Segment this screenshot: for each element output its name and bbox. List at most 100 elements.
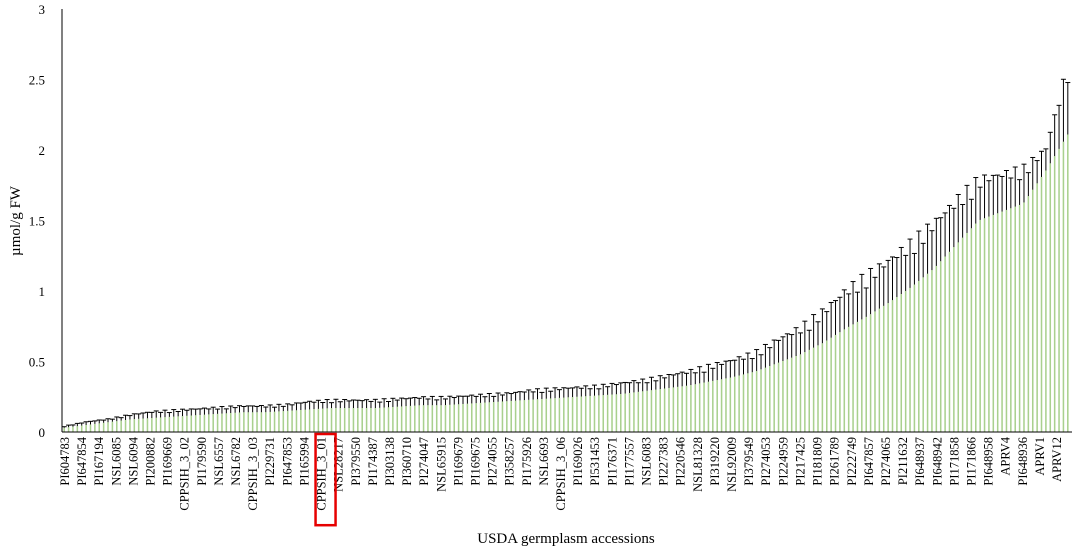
bar: [856, 321, 859, 432]
bar: [405, 406, 407, 432]
x-tick-label: PI648942: [930, 437, 944, 486]
bar: [67, 427, 70, 432]
x-tick-label: APRV4: [999, 436, 1013, 475]
bar: [922, 277, 924, 432]
bar: [996, 213, 999, 432]
x-tick-label: PI165994: [297, 436, 311, 485]
bar: [988, 216, 990, 432]
x-tick-label: PI647854: [75, 436, 89, 485]
bar: [216, 413, 219, 432]
bar: [124, 420, 127, 432]
bar: [194, 415, 197, 432]
bar: [747, 373, 749, 432]
x-tick-label: APRV12: [1050, 437, 1064, 482]
bar: [76, 426, 79, 432]
x-tick-label: PI217425: [793, 437, 807, 486]
bar: [685, 385, 688, 432]
bar: [790, 357, 793, 432]
bar: [142, 418, 144, 432]
y-tick-label: 2: [39, 143, 46, 158]
bar: [300, 409, 302, 432]
bar: [449, 404, 451, 432]
x-tick-label: NSL6557: [212, 437, 226, 486]
bar: [786, 359, 789, 432]
bar: [181, 416, 184, 432]
bar: [72, 426, 74, 432]
bar: [571, 397, 574, 432]
x-tick-label: CPPSIH_3_02: [178, 437, 192, 511]
bar: [733, 376, 736, 432]
bar: [85, 424, 87, 432]
bar: [343, 408, 346, 432]
bar: [602, 395, 605, 432]
bar: [374, 408, 377, 432]
bar: [716, 380, 718, 432]
bar: [1067, 134, 1069, 433]
bar: [339, 408, 342, 432]
bar: [488, 402, 491, 432]
bar: [690, 385, 692, 432]
bar: [755, 370, 758, 432]
bar: [514, 400, 517, 432]
bar: [541, 398, 543, 432]
bar: [462, 403, 464, 432]
bar: [874, 311, 876, 432]
bar: [98, 423, 101, 432]
highlight-box: [314, 432, 337, 527]
bar: [414, 405, 416, 432]
bar: [882, 305, 885, 432]
bar: [1005, 209, 1008, 432]
bar: [365, 408, 368, 432]
bar: [738, 375, 740, 432]
bar: [1031, 189, 1034, 432]
bar: [1036, 183, 1038, 432]
bar: [133, 419, 136, 432]
bar: [703, 382, 705, 432]
bar: [808, 349, 811, 432]
bar: [422, 405, 425, 432]
bar: [655, 389, 657, 432]
x-tick-label: NSL65915: [434, 437, 448, 492]
bar: [282, 411, 285, 432]
bar: [168, 416, 171, 432]
bar: [243, 412, 245, 432]
bar: [821, 343, 824, 432]
bar: [444, 405, 447, 432]
bar: [497, 401, 499, 432]
x-tick-label: PI379549: [742, 437, 756, 486]
bar: [361, 408, 363, 432]
bar: [584, 396, 587, 432]
bar: [378, 407, 381, 432]
bar: [606, 394, 609, 432]
bar: [102, 422, 105, 432]
x-tick-label: CPPSIH_3_03: [246, 437, 260, 511]
bar: [523, 400, 526, 432]
bar: [589, 395, 591, 432]
bar: [116, 421, 118, 432]
bar: [878, 308, 881, 432]
x-tick-label: NSL6094: [126, 436, 140, 485]
x-tick-label: PI169679: [451, 437, 465, 486]
bar: [1053, 156, 1056, 432]
x-tick-label: PI604783: [58, 437, 72, 486]
x-tick-label: NSL6085: [109, 437, 123, 486]
bar: [961, 237, 964, 432]
bar: [926, 273, 929, 432]
x-tick-label: PI648958: [982, 437, 996, 486]
bar: [137, 418, 140, 432]
bar: [633, 392, 635, 432]
bar: [409, 405, 412, 432]
bar: [155, 417, 157, 432]
bar: [563, 397, 565, 432]
bar: [129, 419, 131, 432]
bar: [558, 397, 561, 432]
x-tick-label: NSL28217: [332, 437, 346, 492]
x-tick-label: PI169669: [161, 437, 175, 486]
bar: [983, 218, 986, 432]
bar: [453, 404, 456, 432]
bar: [295, 410, 298, 432]
bar: [799, 354, 802, 432]
x-tick-label: PI179590: [195, 437, 209, 486]
bar: [475, 403, 477, 432]
bar: [672, 387, 675, 432]
